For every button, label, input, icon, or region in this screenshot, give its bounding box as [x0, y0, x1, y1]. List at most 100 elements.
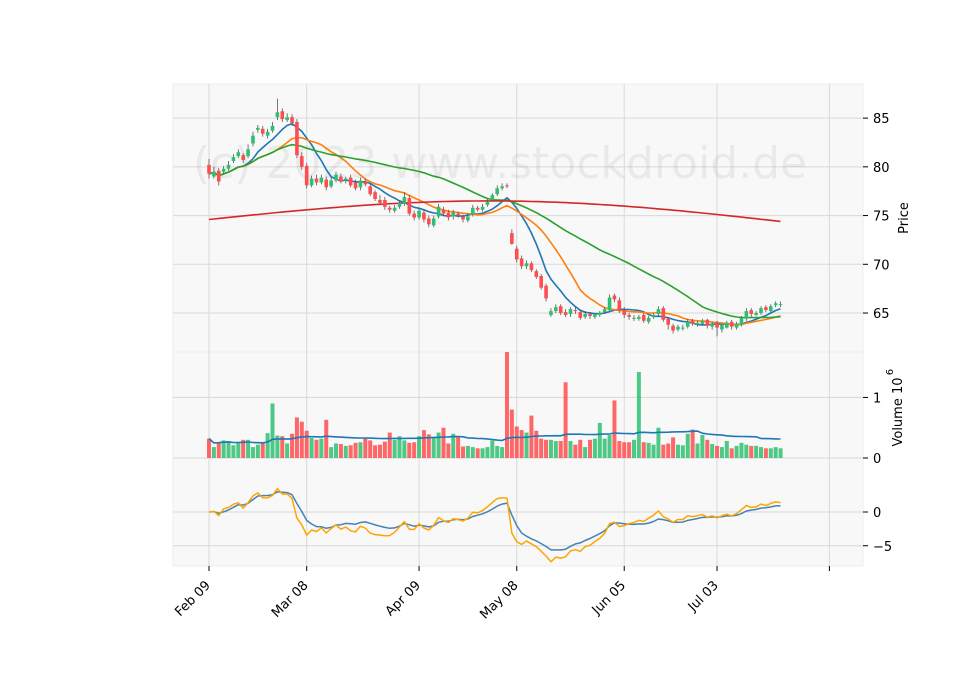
volume-bar	[260, 443, 265, 458]
volume-bar	[426, 434, 431, 458]
candle-body	[529, 263, 534, 271]
candle-body	[524, 263, 529, 267]
moving-average-lines	[208, 123, 781, 326]
volume-bar	[402, 440, 407, 458]
volume-bar	[412, 442, 417, 458]
volume-bar	[749, 445, 754, 458]
volume-bar	[759, 447, 764, 458]
candle-body	[422, 212, 426, 220]
candle-body	[241, 155, 245, 161]
candle-body	[270, 125, 275, 131]
volume-bar	[539, 438, 544, 458]
candle-body	[656, 309, 661, 314]
candle-body	[720, 324, 724, 330]
volume-bar	[387, 432, 392, 458]
volume-bar	[680, 445, 685, 458]
candle-body	[319, 177, 324, 183]
volume-bar	[465, 445, 470, 458]
volume-bar	[290, 433, 295, 458]
volume-bar	[666, 443, 671, 458]
candle-body	[417, 210, 421, 218]
volume-bar	[519, 430, 524, 458]
watermark-text: (c) 2023 www.stockdroid.de	[193, 138, 807, 189]
candle-body	[705, 319, 710, 326]
volume-bar	[338, 444, 343, 458]
candle-body	[329, 180, 333, 187]
candle-body	[632, 317, 636, 319]
volume-bar	[241, 439, 246, 458]
candle-body	[475, 207, 480, 210]
volume-bar	[705, 439, 710, 458]
candle-body	[661, 308, 666, 320]
candle-body	[593, 313, 597, 317]
volume-bar	[490, 440, 495, 458]
candle-body	[353, 182, 358, 189]
candle-body	[583, 313, 587, 317]
volume-bar	[250, 447, 255, 458]
volume-bar	[475, 448, 480, 458]
volume-bar	[763, 448, 768, 458]
candle-body	[407, 198, 412, 214]
volume-bar	[373, 445, 378, 458]
volume-bar	[612, 400, 617, 458]
candle-body	[412, 213, 416, 218]
candle-body	[363, 181, 368, 185]
candle-body	[221, 168, 226, 172]
volume-bar	[744, 444, 749, 458]
candle-body	[554, 307, 558, 312]
candle-body	[275, 112, 280, 118]
volume-bar	[329, 447, 334, 458]
candle-body	[207, 164, 211, 174]
volume-bar	[631, 439, 636, 458]
axes	[208, 117, 868, 571]
volume-tick-label: 1	[873, 391, 881, 406]
candle-body	[490, 195, 495, 200]
volume-bar	[739, 442, 744, 458]
volume-bar	[583, 447, 588, 458]
candle-body	[700, 320, 705, 324]
candle-body	[671, 325, 675, 331]
volume-bar	[358, 442, 363, 458]
volume-bar	[768, 448, 773, 458]
volume-bar	[641, 442, 646, 458]
candle-body	[778, 304, 783, 306]
candle-body	[295, 122, 299, 156]
candle-body	[549, 311, 553, 315]
x-tick-label: Feb 09	[172, 578, 214, 620]
candle-body	[451, 212, 456, 217]
price-axis-label: Price	[897, 202, 912, 234]
volume-bar	[421, 430, 426, 458]
volume-bar	[656, 427, 661, 458]
volume-bar	[719, 447, 724, 458]
ma-long-line	[208, 200, 781, 223]
volume-bar	[334, 443, 339, 458]
ma-fast-line	[208, 123, 781, 326]
candle-body	[456, 213, 460, 216]
candle-body	[768, 306, 773, 312]
volume-bar	[617, 441, 622, 458]
candle-body	[617, 300, 622, 312]
volume-bar	[485, 447, 490, 458]
volume-bar	[407, 442, 412, 458]
x-tick-label: Jun 05	[589, 578, 629, 618]
candle-body	[373, 192, 377, 199]
candle-body	[500, 186, 504, 189]
volume-bar	[627, 442, 632, 458]
volume-bar	[221, 440, 226, 458]
volume-bar	[675, 444, 680, 458]
volume-bar	[207, 438, 211, 458]
candle-body	[666, 318, 670, 325]
candle-body	[246, 149, 250, 157]
candle-body	[485, 201, 490, 205]
volume-bar	[710, 444, 715, 458]
volume-bar	[495, 445, 500, 458]
volume-bar	[646, 442, 651, 458]
volume-bar	[285, 443, 290, 458]
candle-body	[710, 323, 714, 327]
indicator-tick-label: 0	[873, 506, 881, 521]
ma-mid-line	[208, 136, 781, 326]
candle-body	[251, 135, 255, 144]
volume-bar	[773, 447, 778, 458]
candle-body	[216, 170, 221, 182]
